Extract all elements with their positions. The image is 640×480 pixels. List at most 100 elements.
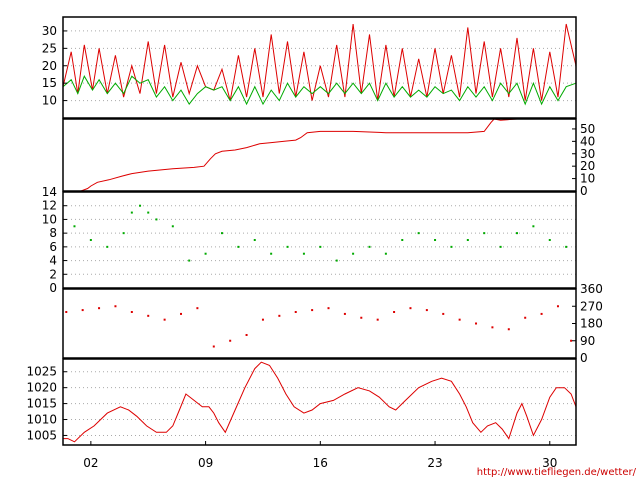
data-point [540, 312, 543, 315]
data-point [409, 307, 412, 310]
y-tick-label: 10 [580, 172, 595, 186]
panel-4: 0 90 180 270 360 [62, 282, 603, 365]
data-point [376, 318, 379, 321]
data-point [106, 245, 109, 248]
data-point [565, 245, 568, 248]
data-point [122, 232, 125, 235]
y-tick-label: 270 [580, 299, 603, 313]
data-point [237, 245, 240, 248]
data-point [139, 204, 142, 207]
x-tick-label: 02 [83, 456, 98, 470]
data-point [155, 218, 158, 221]
data-point [483, 232, 486, 235]
y-tick-label: 30 [580, 147, 595, 161]
data-point [89, 239, 92, 241]
data-point [570, 339, 573, 342]
series-line-1 [63, 361, 577, 443]
data-point [515, 232, 518, 235]
data-point [98, 307, 101, 310]
data-point [147, 314, 150, 317]
x-tick-label: 23 [427, 456, 442, 470]
data-point [458, 318, 461, 321]
y-tick-label: 0 [49, 281, 57, 295]
y-tick-label: 6 [49, 240, 57, 254]
y-tick-label: 14 [42, 185, 57, 199]
data-point [147, 211, 150, 214]
data-point [368, 245, 371, 248]
data-point [278, 314, 281, 317]
data-point [196, 307, 199, 310]
y-tick-label: 15 [42, 76, 57, 90]
data-point [73, 225, 76, 228]
data-point [425, 309, 428, 312]
data-point [311, 309, 314, 312]
data-point [114, 305, 117, 308]
y-tick-label: 25 [42, 41, 57, 55]
y-tick-label: 12 [42, 199, 57, 213]
data-point [335, 259, 338, 262]
data-point [130, 311, 133, 313]
y-tick-label: 20 [42, 59, 57, 73]
data-point [360, 316, 363, 319]
data-point [491, 326, 494, 329]
y-tick-label: 2 [49, 267, 57, 281]
panel-1: 10 15 20 25 30 [42, 16, 577, 119]
series-line-1 [62, 23, 577, 101]
data-point [204, 252, 207, 255]
y-tick-label: 1020 [26, 381, 57, 395]
data-point [270, 252, 273, 255]
data-point [319, 245, 322, 248]
data-point [417, 232, 420, 235]
data-point [343, 312, 346, 315]
y-tick-label: 90 [580, 334, 595, 348]
data-point [384, 252, 387, 255]
series-line-1 [63, 118, 534, 192]
y-tick-label: 360 [580, 282, 603, 296]
data-point [171, 225, 174, 228]
y-tick-label: 10 [42, 212, 57, 226]
data-point [212, 345, 215, 348]
data-point [294, 311, 297, 313]
y-tick-label: 180 [580, 317, 603, 331]
data-point [286, 245, 289, 248]
data-point [352, 252, 355, 255]
data-point [450, 245, 453, 248]
data-point [163, 318, 166, 321]
data-point [466, 239, 469, 241]
y-tick-label: 0 [580, 184, 588, 198]
y-tick-label: 1005 [26, 428, 57, 442]
x-tick-label: 16 [313, 456, 328, 470]
y-tick-label: 1010 [26, 413, 57, 427]
source-url-text: http://www.tiefliegen.de/wetter/ [476, 467, 636, 478]
data-point [475, 322, 478, 325]
y-tick-label: 10 [42, 94, 57, 108]
y-tick-label: 0 [580, 351, 588, 365]
data-point [180, 312, 183, 315]
data-point [65, 311, 68, 313]
y-tick-label: 20 [580, 159, 595, 173]
y-tick-label: 30 [42, 24, 57, 38]
y-tick-label: 1015 [26, 397, 57, 411]
data-point [302, 252, 305, 255]
data-point [442, 312, 445, 315]
data-point [507, 328, 510, 331]
y-tick-label: 40 [580, 134, 595, 148]
data-point [548, 239, 551, 241]
data-point [130, 211, 133, 214]
y-tick-label: 8 [49, 226, 57, 240]
data-point [245, 334, 248, 336]
x-tick-label: 30 [542, 456, 557, 470]
panel-frame [62, 191, 577, 289]
data-point [556, 305, 559, 308]
data-point [499, 245, 502, 248]
panel-frame [62, 16, 577, 119]
x-tick-label: 09 [198, 456, 213, 470]
data-point [253, 239, 256, 241]
data-point [81, 309, 84, 312]
data-point [327, 307, 330, 310]
data-point [524, 316, 527, 319]
